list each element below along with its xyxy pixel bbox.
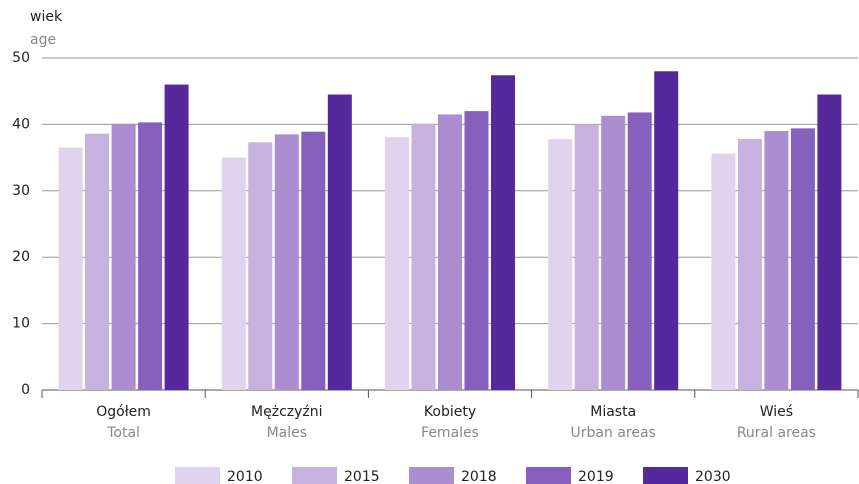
y-axis-label: wiek [30,9,63,25]
legend-swatch [292,467,337,484]
x-tick-label: Wieś [760,404,793,420]
x-tick-label: Kobiety [424,404,476,420]
bar [491,75,515,390]
x-tick-label-en: Rural areas [737,425,816,441]
y-tick-label: 40 [12,116,30,132]
bar [274,134,299,390]
y-axis-label-en: age [30,32,56,48]
legend-swatch [175,467,220,484]
x-tick-label-en: Total [106,425,140,441]
bar [764,131,789,391]
bar [301,131,326,391]
bar [548,139,573,390]
legend-label: 2018 [461,469,497,484]
bar [138,122,163,391]
bar [601,115,626,390]
x-tick-label: Mężczyźni [251,404,322,420]
bar [711,153,736,390]
legend-swatch [643,467,688,484]
legend-label: 2010 [227,469,263,484]
legend-swatch [526,467,571,484]
y-tick-label: 20 [12,249,30,265]
y-tick-label: 50 [12,50,30,66]
legend-label: 2019 [578,469,614,484]
bar [164,84,189,390]
bar [574,124,599,391]
x-tick-label-en: Females [421,425,479,441]
bar [221,157,246,390]
x-tick-label-en: Urban areas [571,425,656,441]
bar [327,94,352,391]
x-tick-label: Miasta [590,404,636,420]
bar [111,123,136,391]
y-tick-label: 10 [12,316,30,332]
bar [411,123,436,391]
bar [817,94,842,391]
bar [790,128,815,390]
x-tick-label: Ogółem [96,404,151,420]
bar [385,137,409,390]
legend-label: 2015 [344,469,380,484]
legend-label: 2030 [695,469,731,484]
bar [85,133,110,391]
bar [248,142,273,390]
bar [737,139,762,390]
y-tick-label: 0 [21,382,30,398]
legend-swatch [409,467,454,484]
y-tick-label: 30 [12,183,30,199]
bar [464,111,489,391]
bar [438,114,462,390]
x-tick-label-en: Males [267,425,307,441]
bar [58,147,83,390]
bar [654,71,679,390]
bar [627,112,652,390]
